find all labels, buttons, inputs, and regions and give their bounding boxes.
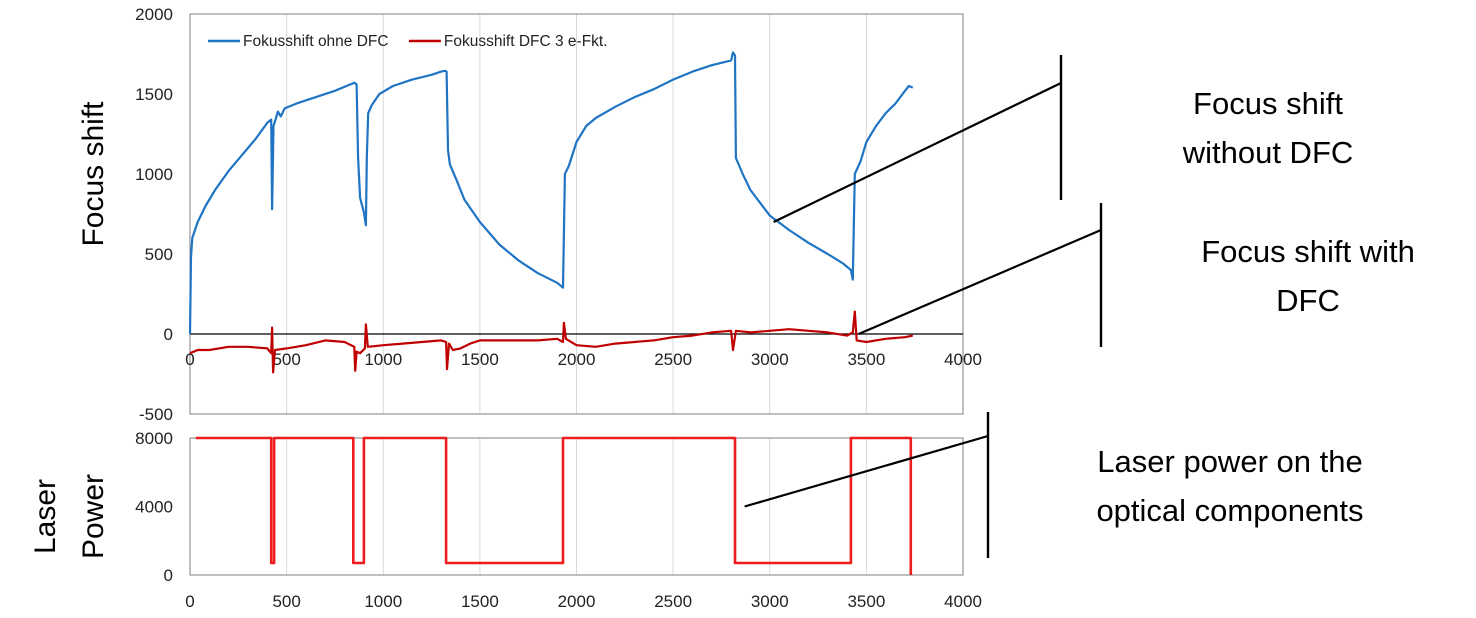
x-tick-label: 1000 xyxy=(364,350,402,369)
focus-shift-chart: -500 0 500 1000 1500 2000 0 500 1000 1500 2000 2500… xyxy=(77,5,982,424)
y-tick-label: 2000 xyxy=(135,5,173,24)
x-tick-label: 3500 xyxy=(847,350,885,369)
x-tick-label: 4000 xyxy=(944,592,982,611)
x-tick-label: 2500 xyxy=(654,350,692,369)
x-tick-label: 0 xyxy=(185,350,194,369)
x-tick-label: 3000 xyxy=(751,592,789,611)
annotation-leader-line xyxy=(773,82,1062,223)
annotation-leader-line xyxy=(858,228,1102,336)
x-tick-label: 1000 xyxy=(364,592,402,611)
y-tick-label: 0 xyxy=(164,566,173,585)
y-axis-title: Focus shift xyxy=(77,101,110,247)
y-tick-label: 0 xyxy=(164,325,173,344)
legend-label: Fokusshift ohne DFC xyxy=(243,33,389,50)
annotations: Focus shift without DFC Focus shift with DF… xyxy=(744,55,1415,558)
y-tick-label: -500 xyxy=(139,405,173,424)
laser-power-line xyxy=(195,436,913,575)
annotation-text: DFC xyxy=(1276,283,1340,318)
x-tick-label: 3000 xyxy=(751,350,789,369)
y-tick-label: 1000 xyxy=(135,165,173,184)
x-tick-label: 1500 xyxy=(461,350,499,369)
x-tick-label: 4000 xyxy=(944,350,982,369)
series-line-fokusshift-ohne-dfc xyxy=(188,51,914,335)
annotation-text: optical components xyxy=(1096,493,1363,528)
y-tick-label: 8000 xyxy=(135,429,173,448)
x-tick-label: 1500 xyxy=(461,592,499,611)
annotation-text: without DFC xyxy=(1182,135,1354,170)
y-axis-title-line-2: Power xyxy=(77,474,110,559)
series-line-fokusshift-dfc-3-e-fkt xyxy=(189,310,914,374)
x-tick-label: 2500 xyxy=(654,592,692,611)
x-tick-label: 500 xyxy=(272,592,300,611)
x-tick-label: 500 xyxy=(272,350,300,369)
x-tick-label: 0 xyxy=(185,592,194,611)
y-tick-label: 4000 xyxy=(135,498,173,517)
y-axis-title-line-1: Laser xyxy=(29,479,62,554)
annotation-text: Laser power on the xyxy=(1097,444,1362,479)
legend-label: Fokusshift DFC 3 e-Fkt. xyxy=(444,33,608,50)
x-tick-label: 2000 xyxy=(558,350,596,369)
y-tick-label: 500 xyxy=(145,245,173,264)
legend: Fokusshift ohne DFC Fokusshift DFC 3 e-Fk… xyxy=(208,33,608,50)
annotation-text: Focus shift xyxy=(1193,86,1343,121)
laser-power-chart: 0 4000 8000 0 500 1000 1500 2000 2500 3000 3500 400… xyxy=(29,429,982,611)
annotation-text: Focus shift with xyxy=(1201,234,1415,269)
annotation-leader-line xyxy=(744,434,989,508)
plot-border xyxy=(189,13,964,415)
x-tick-label: 2000 xyxy=(558,592,596,611)
y-tick-label: 1500 xyxy=(135,85,173,104)
x-tick-label: 3500 xyxy=(847,592,885,611)
